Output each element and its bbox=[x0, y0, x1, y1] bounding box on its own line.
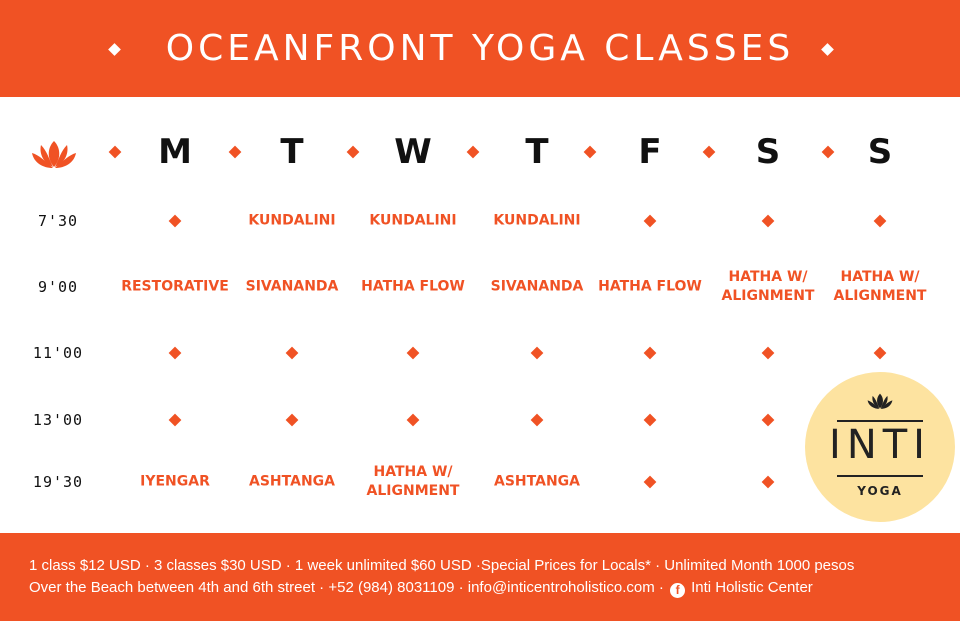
diamond-icon bbox=[643, 214, 657, 228]
diamond-icon bbox=[530, 413, 544, 427]
diamond-icon bbox=[761, 346, 775, 360]
day-header: T bbox=[525, 132, 549, 172]
diamond-icon bbox=[406, 413, 420, 427]
class-cell: HATHA FLOW bbox=[598, 278, 702, 295]
diamond-icon bbox=[873, 346, 887, 360]
diamond-icon bbox=[583, 145, 597, 159]
day-header: W bbox=[394, 132, 432, 172]
diamond-icon bbox=[643, 413, 657, 427]
facebook-icon[interactable]: f bbox=[670, 583, 686, 598]
class-cell: KUNDALINI bbox=[369, 212, 457, 229]
class-cell: SIVANANDA bbox=[245, 278, 339, 295]
diamond-icon bbox=[346, 145, 360, 159]
class-cell: RESTORATIVE bbox=[121, 278, 229, 295]
class-cell: HATHA FLOW bbox=[361, 278, 465, 295]
lotus-icon bbox=[32, 141, 76, 168]
day-header: M bbox=[158, 132, 192, 172]
class-cell: ASHTANGA bbox=[494, 473, 580, 490]
diamond-icon bbox=[761, 475, 775, 489]
day-header: S bbox=[867, 132, 893, 172]
diamond-icon bbox=[285, 346, 299, 360]
time-label: 9'00 bbox=[37, 278, 79, 296]
contact-text: Over the Beach between 4th and 6th stree… bbox=[29, 579, 664, 596]
diamond-icon bbox=[406, 346, 420, 360]
diamond-icon bbox=[168, 346, 182, 360]
footer: 1 class $12 USD · 3 classes $30 USD · 1 … bbox=[0, 533, 960, 621]
class-cell: KUNDALINI bbox=[248, 212, 336, 229]
diamond-icon bbox=[466, 145, 480, 159]
class-cell: HATHA W/ALIGNMENT bbox=[366, 464, 460, 499]
divider bbox=[837, 420, 923, 422]
diamond-icon bbox=[168, 413, 182, 427]
diamond-icon bbox=[168, 214, 182, 228]
day-header: F bbox=[638, 132, 662, 172]
time-label: 19'30 bbox=[32, 473, 84, 491]
inti-yoga-logo: INTI YOGA bbox=[805, 372, 955, 522]
class-cell: HATHA W/ALIGNMENT bbox=[721, 269, 815, 304]
day-header: T bbox=[280, 132, 304, 172]
class-cell: HATHA W/ALIGNMENT bbox=[833, 269, 927, 304]
diamond-icon bbox=[530, 346, 544, 360]
lotus-icon bbox=[867, 393, 893, 409]
logo-word: INTI bbox=[829, 422, 931, 468]
page-title: OCEANFRONT YOGA CLASSES bbox=[165, 28, 795, 69]
diamond-icon bbox=[643, 475, 657, 489]
class-cell: ASHTANGA bbox=[249, 473, 335, 490]
header-banner: OCEANFRONT YOGA CLASSES bbox=[0, 0, 960, 97]
diamond-icon bbox=[761, 214, 775, 228]
diamond-icon bbox=[228, 145, 242, 159]
logo-sub: YOGA bbox=[857, 484, 903, 498]
prices-text: 1 class $12 USD · 3 classes $30 USD · 1 … bbox=[29, 557, 855, 574]
diamond-icon bbox=[761, 413, 775, 427]
diamond-icon bbox=[873, 214, 887, 228]
time-label: 7'30 bbox=[37, 212, 79, 230]
time-label: 13'00 bbox=[32, 411, 84, 429]
class-cell: KUNDALINI bbox=[493, 212, 581, 229]
facebook-link[interactable]: Inti Holistic Center bbox=[691, 579, 813, 596]
divider bbox=[837, 475, 923, 477]
diamond-icon bbox=[643, 346, 657, 360]
class-cell: IYENGAR bbox=[140, 473, 210, 490]
diamond-icon bbox=[702, 145, 716, 159]
diamond-icon bbox=[821, 145, 835, 159]
contact-line: Over the Beach between 4th and 6th stree… bbox=[29, 577, 960, 599]
day-header: S bbox=[755, 132, 781, 172]
time-label: 11'00 bbox=[32, 344, 84, 362]
diamond-icon bbox=[285, 413, 299, 427]
class-cell: SIVANANDA bbox=[490, 278, 584, 295]
diamond-icon bbox=[108, 145, 122, 159]
